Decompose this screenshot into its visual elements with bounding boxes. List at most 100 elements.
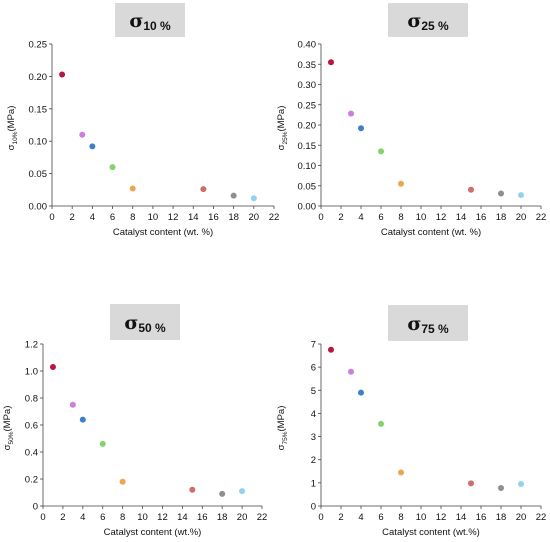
data-point [498, 484, 504, 491]
x-tick-label: 16 [208, 212, 219, 223]
x-tick-label: 0 [318, 212, 323, 223]
x-tick-label: 10 [148, 212, 159, 223]
y-axis-label-subscript: 10% [12, 131, 19, 144]
y-tick-label: 0.10 [298, 161, 317, 172]
y-axis-label: σ75%(MPa) [276, 406, 289, 451]
x-tick-label: 14 [188, 212, 199, 223]
x-tick-label: 12 [157, 512, 168, 523]
x-tick-label: 8 [398, 512, 403, 523]
x-tick-label: 16 [476, 512, 487, 523]
x-axis-label: Catalyst content (wt.%) [104, 527, 202, 538]
y-axis-label-unit: (MPa) [276, 106, 287, 132]
y-tick-label: 0.20 [29, 72, 48, 83]
chart-panel-2: σ25 %0 2 4 6 8 10 12 14 16 18 20 220.000.050.100.15… [276, 3, 546, 238]
x-tick-label: 18 [496, 512, 507, 523]
x-tick-label: 16 [476, 212, 487, 223]
data-point [219, 490, 226, 497]
y-axis-label: σ25%(MPa) [276, 106, 289, 151]
data-point [239, 488, 246, 495]
x-tick-label: 18 [228, 212, 239, 223]
data-point [59, 71, 66, 78]
data-point [49, 363, 56, 370]
x-tick-label: 14 [456, 212, 467, 223]
y-tick-label: 0.8 [25, 394, 38, 405]
y-tick-label: 0.25 [298, 100, 317, 111]
data-point [250, 195, 257, 202]
y-axis-label-symbol: σ [2, 444, 13, 450]
x-tick-label: 0 [318, 512, 323, 523]
y-tick-label: 0.15 [29, 104, 48, 115]
x-tick-label: 18 [217, 512, 228, 523]
data-point [398, 180, 404, 187]
axis-lines [51, 44, 274, 207]
x-tick-label: 22 [536, 212, 547, 223]
y-axis-label-unit: (MPa) [6, 106, 17, 132]
data-point [518, 192, 524, 199]
chart-panel-1: σ10 %0 2 4 6 8 10 12 14 16 18 20 220.000.050.100.15… [6, 3, 279, 238]
x-tick-label: 8 [120, 512, 125, 523]
data-point [119, 478, 126, 485]
x-tick-label: 4 [80, 512, 85, 523]
y-tick-label: 5 [311, 386, 316, 397]
y-axis-label-symbol: σ [276, 144, 287, 150]
y-tick-label: 4 [311, 409, 316, 420]
x-tick-label: 0 [40, 512, 45, 523]
y-axis-label: σ10%(MPa) [6, 106, 19, 151]
chart-title-box [115, 3, 185, 37]
data-point [378, 420, 384, 427]
y-tick-label: 0.15 [298, 141, 317, 152]
x-tick-label: 20 [516, 512, 527, 523]
data-point [378, 148, 384, 155]
y-tick-label: 0 [311, 502, 316, 513]
x-tick-label: 12 [436, 212, 447, 223]
x-tick-label: 0 [49, 212, 54, 223]
y-tick-label: 6 [311, 363, 316, 374]
y-axis-label-subscript: 50% [8, 431, 15, 444]
data-point [230, 192, 237, 199]
chart-title-box [388, 305, 468, 341]
y-tick-label: 2 [311, 455, 316, 466]
data-point [79, 131, 86, 138]
chart-title: σ25 % [407, 10, 449, 33]
x-axis-label: Catalyst content (wt.%) [382, 527, 480, 538]
chart-title: σ10 % [129, 10, 171, 33]
x-tick-label: 4 [358, 212, 363, 223]
x-tick-label: 14 [177, 512, 188, 523]
chart-title-symbol: σ [407, 313, 421, 335]
y-axis-label-symbol: σ [6, 144, 17, 150]
chart-title-symbol: σ [129, 10, 143, 32]
data-point [328, 346, 334, 353]
chart-title: σ50 % [124, 312, 166, 335]
axis-lines [320, 344, 541, 507]
x-tick-label: 2 [70, 212, 75, 223]
chart-title-box [110, 304, 180, 340]
y-tick-label: 0.6 [25, 421, 38, 432]
y-tick-label: 0.05 [298, 181, 317, 192]
x-tick-label: 4 [90, 212, 95, 223]
data-point [79, 416, 86, 423]
y-axis-label-unit: (MPa) [2, 406, 13, 432]
x-tick-label: 8 [398, 212, 403, 223]
y-tick-label: 0.10 [29, 137, 48, 148]
x-tick-label: 6 [378, 512, 383, 523]
x-tick-label: 22 [536, 512, 547, 523]
data-point [518, 481, 524, 488]
data-point [129, 185, 136, 192]
data-point [109, 164, 116, 171]
x-tick-label: 2 [338, 212, 343, 223]
y-axis-label-subscript: 75% [282, 431, 289, 444]
axis-lines [42, 344, 262, 507]
data-point [468, 186, 474, 193]
x-axis-label: Catalyst content (wt. %) [113, 227, 213, 238]
chart-title-subscript: 25 % [421, 19, 449, 33]
y-tick-label: 0.35 [298, 60, 317, 71]
x-tick-label: 8 [130, 212, 135, 223]
y-tick-label: 0.4 [25, 448, 38, 459]
y-tick-label: 0.00 [29, 202, 48, 213]
data-point [398, 469, 404, 476]
x-tick-label: 10 [416, 512, 427, 523]
x-tick-label: 12 [168, 212, 179, 223]
y-tick-label: 0.30 [298, 80, 317, 91]
data-point [200, 186, 207, 193]
